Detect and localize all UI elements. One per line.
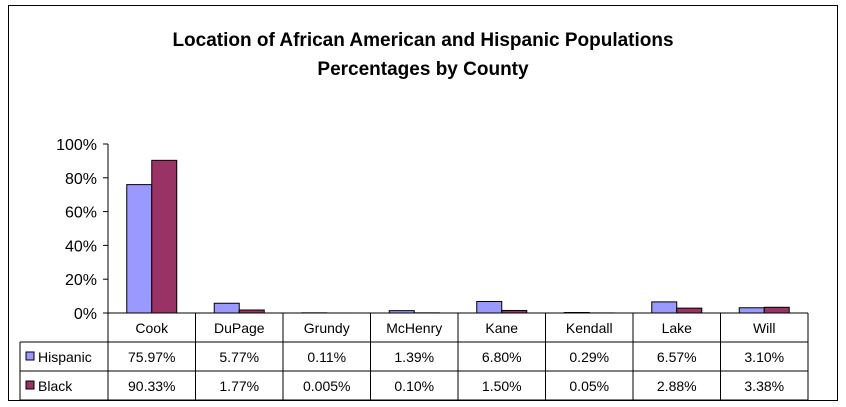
- bar-black-will: [763, 306, 790, 314]
- data-label: 2.88%: [657, 378, 697, 394]
- legend-label-hispanic: Hispanic: [38, 349, 92, 365]
- bar-hispanic-dupage: [213, 302, 240, 314]
- data-label: 0.05%: [569, 378, 609, 394]
- y-tick-label: 0%: [74, 306, 97, 323]
- chart-title-block: Location of African American and Hispani…: [0, 26, 846, 84]
- category-label: Lake: [662, 320, 693, 336]
- data-label: 90.33%: [128, 378, 175, 394]
- data-label: 0.29%: [569, 349, 609, 365]
- data-label: 0.11%: [307, 349, 346, 365]
- data-label: 0.005%: [303, 378, 350, 394]
- data-label: 6.80%: [482, 349, 522, 365]
- category-label: Kane: [485, 320, 518, 336]
- bar-hispanic-will: [738, 307, 765, 314]
- category-label: McHenry: [386, 320, 442, 336]
- y-tick-label: 80%: [65, 171, 97, 188]
- data-label: 75.97%: [128, 349, 175, 365]
- y-tick-label: 60%: [65, 205, 97, 222]
- chart-title: Location of African American and Hispani…: [172, 30, 674, 51]
- bar-black-lake: [676, 307, 703, 314]
- data-label: 1.39%: [394, 349, 434, 365]
- data-label: 1.77%: [219, 378, 259, 394]
- bar-hispanic-cook: [126, 184, 153, 314]
- category-label: Cook: [135, 320, 169, 336]
- legend-label-black: Black: [38, 378, 73, 394]
- y-tick-label: 100%: [56, 137, 97, 154]
- legend-key-hispanic: [25, 351, 35, 361]
- data-label: 6.57%: [657, 349, 697, 365]
- data-label: 1.50%: [482, 378, 522, 394]
- y-tick-label: 20%: [65, 272, 97, 289]
- data-label: 5.77%: [219, 349, 259, 365]
- chart-subtitle: Percentages by County: [317, 59, 529, 80]
- category-label: Will: [753, 320, 776, 336]
- category-label: DuPage: [214, 320, 265, 336]
- data-label: 3.38%: [744, 378, 784, 394]
- data-label: 0.10%: [394, 378, 434, 394]
- data-label: 3.10%: [744, 349, 784, 365]
- category-label: Grundy: [304, 320, 350, 336]
- legend-key-black: [25, 380, 35, 390]
- bar-hispanic-lake: [651, 301, 678, 314]
- bar-black-cook: [151, 159, 178, 314]
- y-tick-label: 40%: [65, 238, 97, 255]
- bar-hispanic-kane: [476, 301, 503, 314]
- category-label: Kendall: [566, 320, 613, 336]
